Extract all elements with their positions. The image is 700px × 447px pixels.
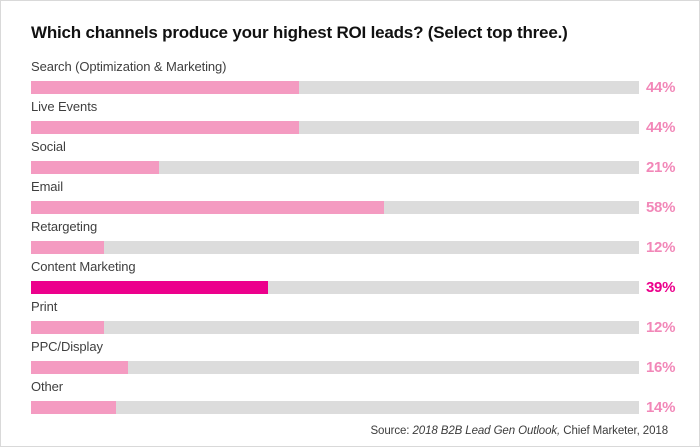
bar-value-label: 12% bbox=[646, 239, 676, 256]
bar-track bbox=[31, 81, 639, 94]
category-label: Retargeting bbox=[31, 219, 98, 234]
chart-row: Search (Optimization & Marketing) 44% bbox=[31, 59, 699, 99]
bar-line: 14% bbox=[31, 399, 699, 416]
chart-row: Live Events 44% bbox=[31, 99, 699, 139]
bar-value-label: 58% bbox=[646, 199, 676, 216]
bar-fill bbox=[31, 241, 104, 254]
bar-fill bbox=[31, 321, 104, 334]
bar-value-label: 16% bbox=[646, 359, 676, 376]
bar-fill bbox=[31, 401, 117, 414]
category-label: Search (Optimization & Marketing) bbox=[31, 59, 227, 74]
category-label: Content Marketing bbox=[31, 259, 136, 274]
bar-line: 21% bbox=[31, 159, 699, 176]
chart-row: Print 12% bbox=[31, 299, 699, 339]
bar-line: 44% bbox=[31, 119, 699, 136]
bar-fill bbox=[31, 81, 299, 94]
bar-value-label: 14% bbox=[646, 399, 676, 416]
category-label: Email bbox=[31, 179, 64, 194]
chart-row: PPC/Display 16% bbox=[31, 339, 699, 379]
category-label: Live Events bbox=[31, 99, 98, 114]
chart-row: Other 14% bbox=[31, 379, 699, 419]
bar-track bbox=[31, 161, 639, 174]
source-title: 2018 B2B Lead Gen Outlook, bbox=[412, 425, 561, 437]
chart-row: Social 21% bbox=[31, 139, 699, 179]
chart-title: Which channels produce your highest ROI … bbox=[31, 23, 568, 42]
category-label: Print bbox=[31, 299, 58, 314]
bar-track bbox=[31, 201, 639, 214]
category-label: Social bbox=[31, 139, 66, 154]
bar-line: 58% bbox=[31, 199, 699, 216]
bar-value-label: 44% bbox=[646, 79, 676, 96]
bar-track bbox=[31, 321, 639, 334]
bar-fill bbox=[31, 361, 129, 374]
bar-line: 12% bbox=[31, 239, 699, 256]
chart-row: Retargeting 12% bbox=[31, 219, 699, 259]
bar-line: 12% bbox=[31, 319, 699, 336]
bar-value-label: 39% bbox=[646, 279, 676, 296]
bar-line: 39% bbox=[31, 279, 699, 296]
bar-value-label: 12% bbox=[646, 319, 676, 336]
category-label: Other bbox=[31, 379, 64, 394]
bar-fill bbox=[31, 161, 159, 174]
bar-track bbox=[31, 361, 639, 374]
bar-track bbox=[31, 281, 639, 294]
bar-line: 16% bbox=[31, 359, 699, 376]
chart-rows: Search (Optimization & Marketing) 44% Live… bbox=[31, 59, 699, 419]
bar-fill bbox=[31, 201, 384, 214]
bar-value-label: 21% bbox=[646, 159, 676, 176]
bar-fill bbox=[31, 121, 299, 134]
bar-line: 44% bbox=[31, 79, 699, 96]
bar-fill-highlighted bbox=[31, 281, 269, 294]
bar-value-label: 44% bbox=[646, 119, 676, 136]
chart-row: Content Marketing 39% bbox=[31, 259, 699, 299]
source-suffix: Chief Marketer, 2018 bbox=[560, 425, 668, 437]
source-prefix: Source: bbox=[370, 425, 413, 437]
chart-row: Email 58% bbox=[31, 179, 699, 219]
source-attribution: Source: 2018 B2B Lead Gen Outlook, Chief… bbox=[370, 425, 668, 437]
bar-track bbox=[31, 401, 639, 414]
bar-track bbox=[31, 121, 639, 134]
bar-track bbox=[31, 241, 639, 254]
category-label: PPC/Display bbox=[31, 339, 103, 354]
